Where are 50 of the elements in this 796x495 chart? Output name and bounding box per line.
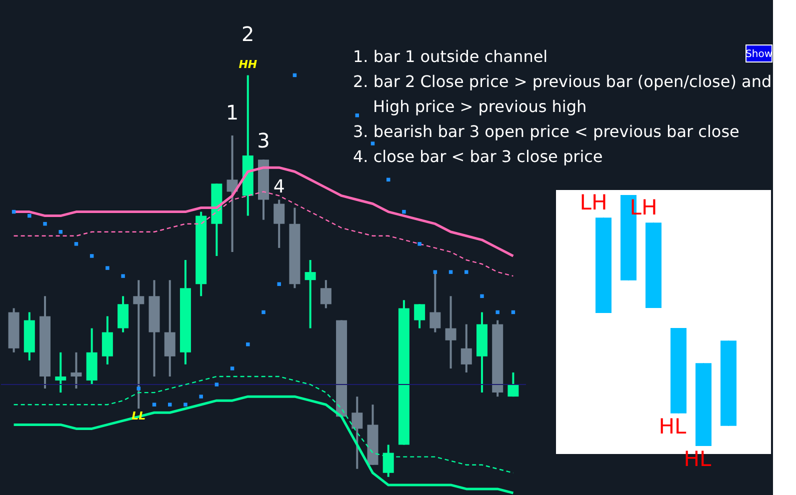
annotation: 1 [226,100,239,124]
point [433,270,438,274]
point [184,402,188,406]
text: HH [238,58,258,72]
point [214,382,219,386]
candlestick [274,198,285,249]
candlestick [133,279,144,410]
candlestick [320,279,332,310]
point [402,210,406,214]
text: 1. bar 1 outside channel [353,47,548,66]
point [136,386,141,390]
point [448,270,453,274]
annotation: 2. bar 2 Close price > previous bar (open/close) and [353,72,772,91]
point [90,254,94,258]
annotation: HL [658,414,687,438]
point [246,342,250,346]
point [199,394,203,398]
candlestick [304,258,316,330]
point [230,366,234,370]
point [480,294,484,298]
annotation: 3. bearish bar 3 open price < previous bar close [353,122,740,141]
point [106,266,110,270]
candlestick [414,303,426,330]
annotation: 4. close bar < bar 3 close price [353,147,603,166]
point [28,214,32,218]
point [370,142,375,146]
point [277,282,281,286]
candlestick [70,351,82,390]
point [496,310,500,314]
point [464,270,468,274]
point [43,222,47,226]
candlestick [352,396,363,470]
candlestick [460,323,472,374]
candlestick [430,271,441,334]
point [168,402,172,406]
annotation: High price > previous high [373,97,587,116]
point [262,310,266,314]
point [152,402,156,406]
annotation: 3 [257,128,270,153]
point [418,242,422,246]
annotation: 4 [273,176,285,198]
annotation: LH [580,190,608,215]
point [74,242,78,246]
candlestick [55,351,66,394]
text: HL [684,447,712,471]
text: 2 [242,22,254,46]
point [121,274,125,278]
text: Show [746,49,772,60]
candlestick [445,295,456,370]
candlestick [508,371,519,398]
